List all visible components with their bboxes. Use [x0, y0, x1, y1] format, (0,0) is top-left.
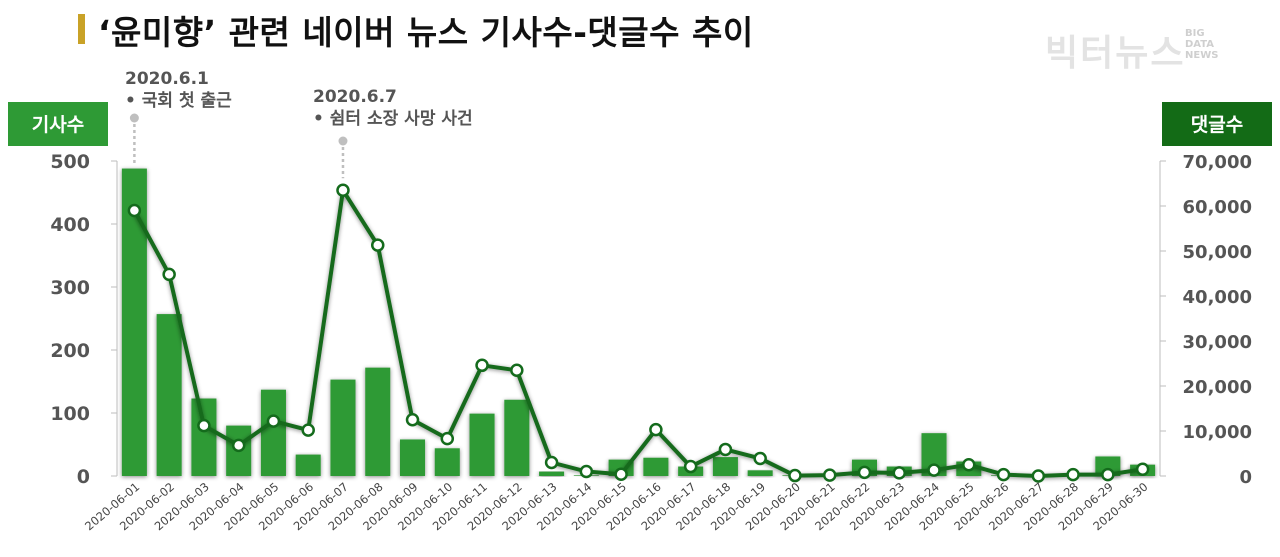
bar: [539, 471, 565, 476]
bar: [747, 470, 773, 476]
bar: [365, 367, 391, 476]
line-point: [162, 267, 176, 282]
right-tick-label: 60,000: [1183, 197, 1252, 218]
bar: [469, 413, 495, 476]
right-tick-label: 70,000: [1183, 152, 1252, 173]
title-accent-bar: [78, 14, 85, 44]
left-tick-label: 300: [50, 277, 90, 299]
annotation-text: • 쉼터 소장 사망 사건: [313, 109, 473, 129]
bar-series: [121, 168, 1156, 476]
brand-logo: 빅터뉴스: [1045, 33, 1186, 74]
line-point: [127, 203, 142, 218]
bar: [434, 448, 460, 476]
line-point: [962, 458, 976, 472]
right-tick-label: 10,000: [1183, 422, 1252, 443]
line-point: [231, 438, 246, 453]
line-point: [1135, 462, 1150, 476]
line-point: [405, 413, 420, 427]
right-tick-label: 30,000: [1183, 332, 1252, 353]
bar: [712, 457, 738, 476]
right-tick-label: 40,000: [1183, 287, 1252, 308]
line-point: [197, 418, 211, 433]
bar: [1095, 456, 1121, 476]
line-point: [892, 466, 906, 480]
line-point: [544, 455, 559, 470]
line-series: [127, 183, 1150, 483]
line-point: [614, 467, 628, 481]
bar: [260, 389, 286, 476]
left-tick-label: 0: [77, 466, 90, 488]
bar: [156, 314, 182, 476]
left-tick-label: 500: [50, 151, 90, 173]
line-point: [475, 358, 489, 373]
right-tick-label: 50,000: [1183, 242, 1252, 263]
bar: [504, 399, 530, 476]
bar: [191, 398, 217, 476]
line-point: [440, 431, 455, 446]
brand-sub-line: DATA: [1185, 39, 1215, 50]
bar: [643, 457, 669, 476]
bar: [330, 379, 356, 476]
line-point: [336, 183, 350, 197]
line-point: [1031, 469, 1046, 483]
line-point: [649, 422, 663, 437]
right-axis-badge: [1162, 102, 1272, 146]
brand-logo-sub: BIG DATA NEWS: [1185, 28, 1218, 61]
left-axis: 0 100 200 300 400 500 기사수: [8, 102, 118, 488]
line-point: [1101, 467, 1115, 482]
line-point: [683, 459, 698, 474]
line-point: [718, 442, 733, 457]
line-point: [996, 467, 1011, 482]
line-point: [510, 363, 524, 377]
line-point: [822, 468, 837, 482]
line-point: [927, 463, 941, 477]
x-axis-labels: 2020-06-012020-06-022020-06-032020-06-04…: [82, 480, 1150, 534]
right-axis: 0 10,000 20,000 30,000 40,000 50,000 60,000 70,…: [1159, 102, 1272, 488]
left-axis-label: 기사수: [32, 114, 84, 136]
annotation-text: • 국회 첫 출근: [125, 90, 232, 111]
right-tick-label: 20,000: [1183, 377, 1252, 398]
annotation-date: 2020.6.1: [125, 69, 209, 89]
right-axis-label: 댓글수: [1191, 114, 1243, 136]
line-point: [753, 451, 767, 466]
line-point: [788, 468, 802, 483]
chart-title: ‘윤미향’ 관련 네이버 뉴스 기사수-댓글수 추이: [98, 13, 754, 52]
line-point: [371, 238, 385, 252]
line-point: [857, 465, 872, 480]
line-point: [266, 414, 281, 428]
annotations: 2020.6.1• 국회 첫 출근 2020.6.7• 쉼터 소장 사망 사건: [125, 69, 473, 179]
bar: [400, 439, 426, 476]
left-tick-label: 100: [50, 403, 90, 425]
left-tick-label: 200: [50, 340, 90, 362]
bar: [295, 454, 321, 476]
brand-sub-line: BIG: [1185, 28, 1205, 39]
left-axis-badge: [8, 102, 108, 146]
brand-sub-line: NEWS: [1185, 50, 1219, 61]
right-tick-label: 0: [1239, 467, 1252, 488]
left-tick-label: 400: [50, 214, 90, 236]
annotation-date: 2020.6.7: [313, 87, 397, 107]
bar: [121, 168, 147, 476]
line-point: [579, 464, 594, 479]
line-point: [1066, 467, 1080, 482]
line-point: [301, 423, 315, 437]
